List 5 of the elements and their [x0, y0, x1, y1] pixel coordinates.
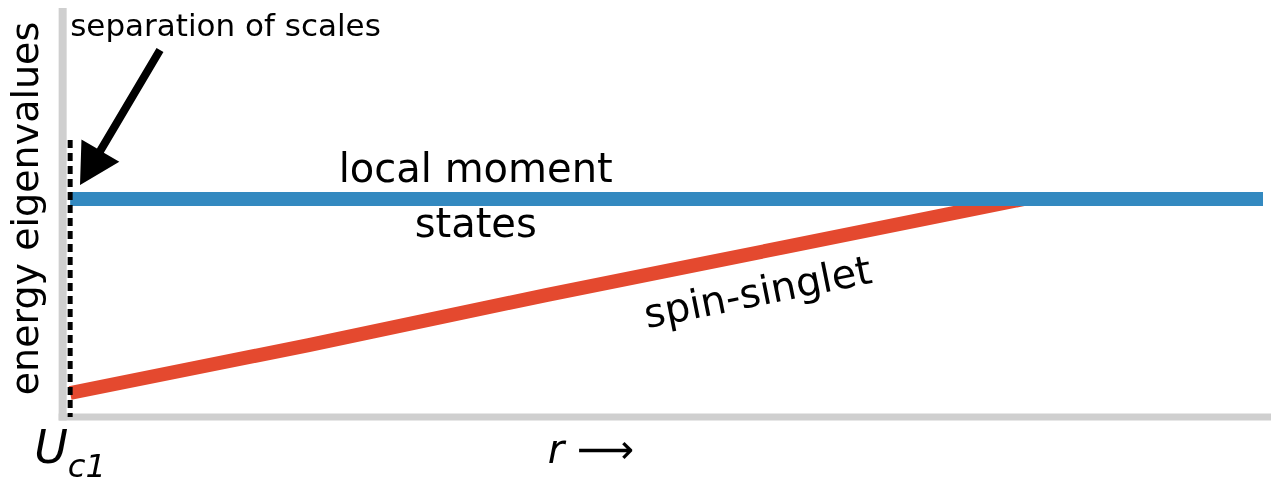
text: separation of scales [70, 7, 381, 44]
series-label: local moment states [338, 144, 613, 246]
x-axis-title: r ⟶ [547, 426, 635, 473]
text: U$_{c1}$ [34, 420, 107, 486]
y-axis-title: energy eigenvalues [2, 21, 47, 396]
